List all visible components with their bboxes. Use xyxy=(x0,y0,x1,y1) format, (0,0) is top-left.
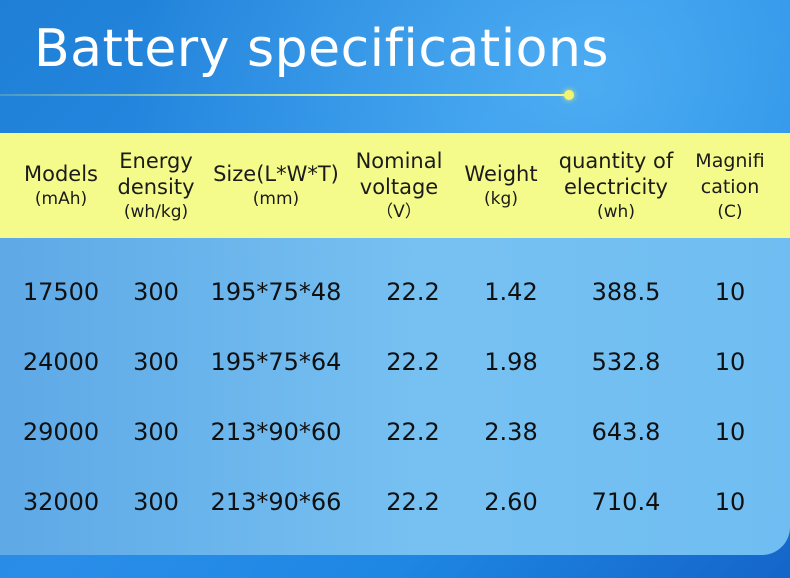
cell-electricity: 643.8 xyxy=(591,418,661,446)
cell-electricity: 710.4 xyxy=(591,488,661,516)
cell-size: 195*75*64 xyxy=(210,348,342,376)
column-header-label: Nominal xyxy=(355,148,443,173)
column-header-label: Magnifi xyxy=(695,149,765,172)
column-header-label: Models xyxy=(24,161,98,186)
cell-voltage: 22.2 xyxy=(386,348,440,376)
title-accent-dot xyxy=(564,90,574,100)
table-row: 24000 300 195*75*64 22.2 1.98 532.8 10 xyxy=(0,327,790,397)
column-header-label: density xyxy=(117,174,195,199)
cell-magnification: 10 xyxy=(714,348,746,376)
table-row: 29000 300 213*90*60 22.2 2.38 643.8 10 xyxy=(0,397,790,467)
cell-energy-density: 300 xyxy=(133,348,179,376)
table-row: 32000 300 213*90*66 22.2 2.60 710.4 10 xyxy=(0,467,790,537)
column-header-label: Energy xyxy=(119,148,193,173)
cell-energy-density: 300 xyxy=(133,488,179,516)
cell-weight: 1.42 xyxy=(484,278,538,306)
column-header-label: electricity xyxy=(564,174,668,199)
cell-voltage: 22.2 xyxy=(386,488,440,516)
cell-size: 195*75*48 xyxy=(210,278,342,306)
column-header-label: voltage xyxy=(359,174,439,199)
column-header-unit: (mm) xyxy=(252,188,300,209)
column-header-quantity-of-electricity: quantity of electricity (wh) xyxy=(552,133,680,238)
column-header-models: Models (mAh) xyxy=(12,133,110,238)
cell-size: 213*90*60 xyxy=(210,418,342,446)
column-header-label: quantity of xyxy=(558,148,674,173)
cell-model: 29000 xyxy=(22,418,100,446)
cell-voltage: 22.2 xyxy=(386,418,440,446)
column-header-unit: (mAh) xyxy=(34,188,88,209)
table-header-row: Models (mAh) Energy density (wh/kg) Size… xyxy=(0,133,790,238)
page-title: Battery specifications xyxy=(34,19,610,79)
cell-electricity: 532.8 xyxy=(591,348,661,376)
spec-table: Models (mAh) Energy density (wh/kg) Size… xyxy=(0,133,790,555)
title-underline xyxy=(0,94,567,96)
cell-model: 17500 xyxy=(22,278,100,306)
cell-voltage: 22.2 xyxy=(386,278,440,306)
cell-model: 24000 xyxy=(22,348,100,376)
column-header-label: Weight xyxy=(464,161,538,186)
column-header-unit: (wh) xyxy=(597,201,635,222)
cell-model: 32000 xyxy=(22,488,100,516)
column-header-unit: (kg) xyxy=(484,188,518,209)
cell-weight: 2.38 xyxy=(484,418,538,446)
cell-magnification: 10 xyxy=(714,418,746,446)
column-header-energy-density: Energy density (wh/kg) xyxy=(110,133,202,238)
cell-size: 213*90*66 xyxy=(210,488,342,516)
cell-weight: 1.98 xyxy=(484,348,538,376)
column-header-nominal-voltage: Nominal voltage （V） xyxy=(348,133,450,238)
column-header-unit: （V） xyxy=(376,201,422,222)
column-header-label: cation xyxy=(700,175,760,198)
column-header-magnification: Magnifi cation (C) xyxy=(684,133,776,238)
cell-energy-density: 300 xyxy=(133,418,179,446)
cell-electricity: 388.5 xyxy=(591,278,661,306)
column-header-weight: Weight (kg) xyxy=(456,133,546,238)
column-header-label: Size(L*W*T) xyxy=(213,161,339,186)
table-row: 17500 300 195*75*48 22.2 1.42 388.5 10 xyxy=(0,257,790,327)
column-header-size: Size(L*W*T) (mm) xyxy=(207,133,345,238)
cell-magnification: 10 xyxy=(714,488,746,516)
cell-energy-density: 300 xyxy=(133,278,179,306)
cell-weight: 2.60 xyxy=(484,488,538,516)
column-header-unit: (C) xyxy=(717,201,743,222)
column-header-unit: (wh/kg) xyxy=(123,201,189,222)
cell-magnification: 10 xyxy=(714,278,746,306)
